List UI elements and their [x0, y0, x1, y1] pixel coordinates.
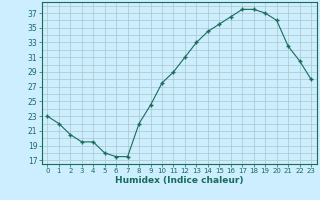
X-axis label: Humidex (Indice chaleur): Humidex (Indice chaleur)	[115, 176, 244, 185]
